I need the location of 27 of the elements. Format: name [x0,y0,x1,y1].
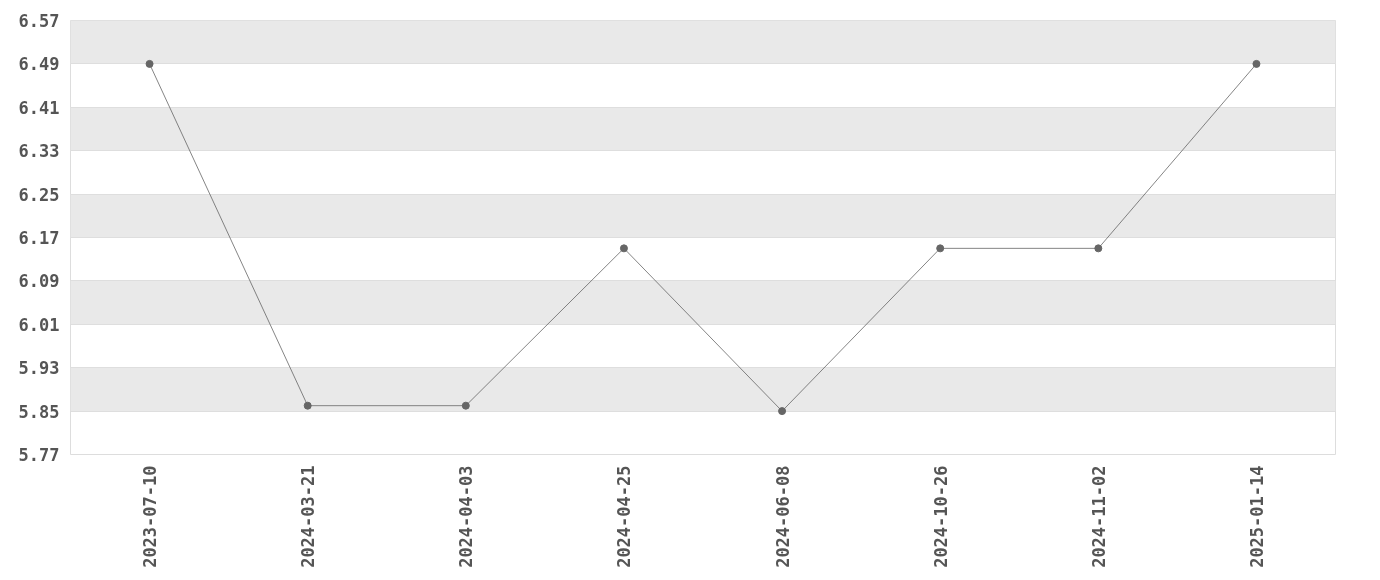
x-tick-label: 2024-04-03 [456,465,477,568]
y-tick-label: 6.25 [18,184,60,205]
point [1094,244,1103,253]
y-tick-label: 6.01 [18,314,60,335]
y-tick-label: 6.33 [18,141,60,162]
point [303,401,312,410]
x-tick-label: 2024-11-02 [1088,465,1109,568]
y-tick-label: 5.93 [18,358,60,379]
point [619,244,628,253]
y-tick-label: 5.77 [18,445,60,465]
x-tick-label: 2024-04-25 [614,465,635,568]
y-tick-label: 6.41 [18,97,60,118]
x-tick-label: 2024-10-26 [930,465,951,568]
point [778,407,787,416]
x-tick-label: 2024-03-21 [298,465,319,568]
y-tick-label: 6.17 [18,228,60,248]
y-tick-label: 6.49 [18,54,60,75]
point [1252,59,1261,68]
point [145,59,154,68]
y-tick-label: 6.57 [18,11,60,31]
x-tick-label: 2023-07-10 [140,465,161,568]
x-tick-label: 2025-01-14 [1246,465,1267,568]
y-tick-label: 5.85 [18,401,60,422]
x-tick-label: 2024-06-08 [772,465,793,568]
point [936,244,945,253]
y-tick-label: 6.09 [18,271,60,292]
point [461,401,470,410]
